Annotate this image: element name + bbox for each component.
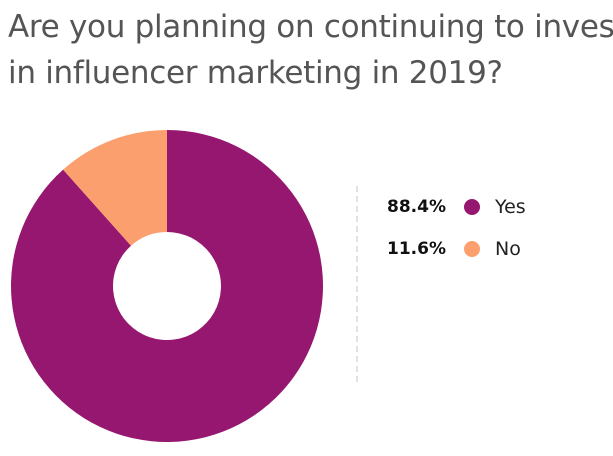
donut-slice-no (63, 130, 167, 246)
legend-item-no: 11.6% No (380, 228, 526, 270)
legend-swatch-yes (464, 199, 480, 215)
legend-item-yes: 88.4% Yes (380, 186, 526, 228)
legend: 88.4% Yes 11.6% No (380, 186, 526, 270)
legend-value-no: 11.6% (387, 239, 446, 259)
chart-title-line-2: in influencer marketing in 2019? (8, 55, 503, 91)
chart-title-line-1: Are you planning on continuing to invest (8, 9, 613, 45)
legend-label-no: No (495, 238, 521, 260)
legend-swatch-no (464, 241, 480, 257)
donut-chart (11, 130, 324, 443)
legend-divider (356, 186, 358, 382)
donut-slice-yes (11, 130, 324, 443)
legend-value-yes: 88.4% (387, 197, 446, 217)
legend-label-yes: Yes (495, 196, 526, 218)
chart-title: Are you planning on continuing to invest… (8, 4, 613, 96)
